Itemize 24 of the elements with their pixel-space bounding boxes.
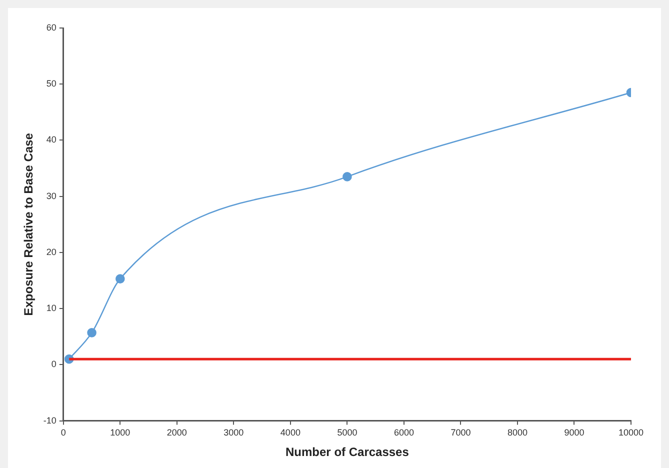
x-tick-label: 6000 xyxy=(394,428,414,438)
x-tick-label: 4000 xyxy=(280,428,300,438)
x-axis-title: Number of Carcasses xyxy=(286,445,410,460)
y-tick-label: 40 xyxy=(46,134,56,145)
x-tick-label: 3000 xyxy=(224,428,244,438)
x-tick-label: 2000 xyxy=(166,428,187,438)
point xyxy=(87,328,96,338)
y-tick-label: 20 xyxy=(46,246,56,257)
y-tick-label: 30 xyxy=(46,190,56,201)
point xyxy=(342,172,352,182)
x-tick-label: 7000 xyxy=(450,428,471,438)
y-tick-label: 50 xyxy=(46,78,56,89)
x-tick-label: 10000 xyxy=(618,428,644,438)
y-tick-label: 0 xyxy=(51,359,56,370)
x-tick-label: 8000 xyxy=(507,428,528,438)
y-tick-label: -10 xyxy=(43,415,56,426)
x-tick-label: 9000 xyxy=(564,428,584,438)
y-tick-label: 10 xyxy=(46,303,56,314)
x-tick-label: 0 xyxy=(60,428,66,438)
x-tick-label: 5000 xyxy=(337,428,358,438)
y-axis-title: Exposure Relative to Base Case xyxy=(22,132,36,316)
y-tick-label: 60 xyxy=(46,22,56,32)
point xyxy=(116,274,125,284)
x-tick-label: 1000 xyxy=(110,428,130,438)
